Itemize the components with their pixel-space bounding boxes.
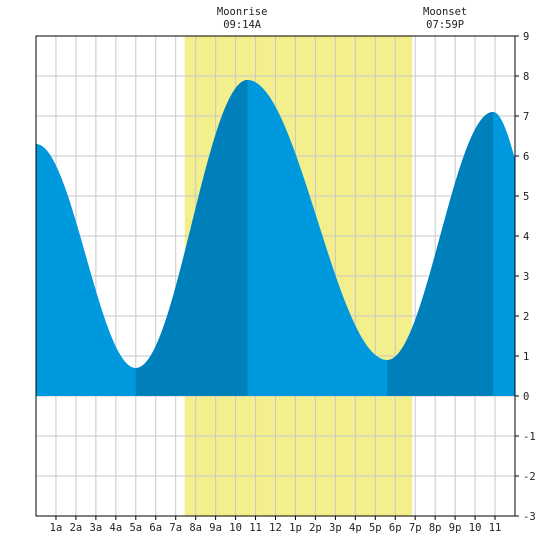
y-tick-label: 5 — [523, 191, 529, 203]
y-tick-label: 9 — [523, 31, 529, 43]
x-tick-label: 10 — [469, 522, 482, 534]
x-tick-label: 1p — [289, 522, 302, 534]
moon-event-time: 07:59P — [426, 19, 464, 31]
x-tick-label: 10 — [229, 522, 242, 534]
y-tick-label: 8 — [523, 71, 529, 83]
x-tick-label: 9a — [209, 522, 222, 534]
tide-area-shaded — [135, 80, 248, 396]
x-tick-label: 7a — [169, 522, 182, 534]
moon-event-title: Moonset — [423, 6, 467, 18]
axes — [35, 35, 519, 520]
y-tick-label: 4 — [523, 231, 529, 243]
y-tick-label: 1 — [523, 351, 529, 363]
x-tick-label: 7p — [409, 522, 422, 534]
y-tick-label: 0 — [523, 391, 529, 403]
tide-area-shaded — [387, 112, 494, 396]
x-tick-label: 2p — [309, 522, 322, 534]
y-tick-label: -3 — [523, 511, 536, 523]
moon-event-time: 09:14A — [223, 19, 262, 31]
y-tick-label: -2 — [523, 471, 536, 483]
x-tick-label: 6p — [389, 522, 402, 534]
x-tick-label: 8a — [189, 522, 202, 534]
x-tick-label: 5p — [369, 522, 382, 534]
x-tick-label: 4p — [349, 522, 362, 534]
x-tick-label: 1a — [50, 522, 63, 534]
x-tick-label: 3p — [329, 522, 342, 534]
moon-event-title: Moonrise — [217, 6, 268, 18]
x-tick-label: 2a — [70, 522, 83, 534]
x-tick-label: 4a — [110, 522, 123, 534]
y-tick-label: 7 — [523, 111, 529, 123]
x-tick-label: 5a — [129, 522, 142, 534]
y-tick-label: 3 — [523, 271, 529, 283]
x-tick-label: 3a — [90, 522, 103, 534]
x-tick-label: 12 — [269, 522, 282, 534]
x-tick-label: 6a — [149, 522, 162, 534]
x-tick-label: 11 — [249, 522, 262, 534]
x-tick-label: 11 — [489, 522, 502, 534]
y-tick-label: 2 — [523, 311, 529, 323]
y-tick-label: 6 — [523, 151, 529, 163]
tide-area-fill — [36, 80, 515, 397]
axis-labels: 1a 2a 3a 4a 5a 6a 7a 8a 9a 10 11 12 1p 2p 3p 4p 5p 6p 7p 8p… — [50, 31, 536, 534]
tide-area — [36, 80, 515, 397]
x-tick-label: 9p — [449, 522, 462, 534]
y-tick-label: -1 — [523, 431, 536, 443]
x-tick-label: 8p — [429, 522, 442, 534]
